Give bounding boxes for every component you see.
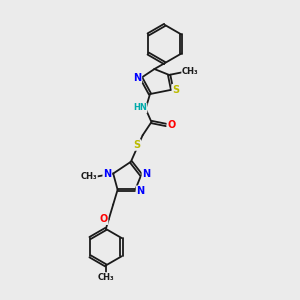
Text: S: S — [172, 85, 179, 94]
Text: CH₃: CH₃ — [98, 273, 114, 282]
Text: N: N — [142, 169, 151, 178]
Text: N: N — [103, 169, 111, 178]
Text: O: O — [167, 120, 175, 130]
Text: N: N — [136, 186, 145, 196]
Text: N: N — [133, 73, 141, 83]
Text: CH₃: CH₃ — [80, 172, 97, 181]
Text: O: O — [99, 214, 108, 224]
Text: S: S — [133, 140, 140, 150]
Text: CH₃: CH₃ — [182, 68, 199, 76]
Text: HN: HN — [133, 103, 147, 112]
